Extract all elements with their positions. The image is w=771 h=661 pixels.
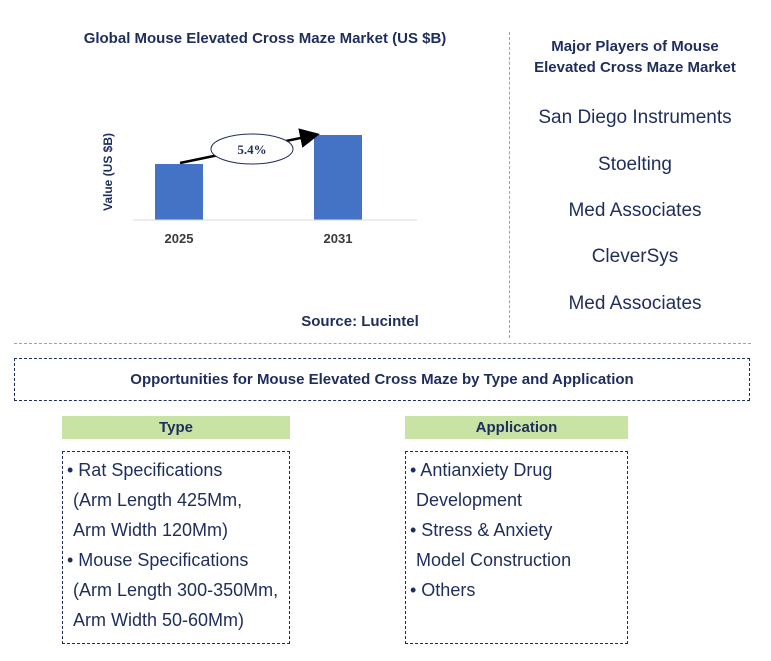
bar-chart: Value (US $B) 2025 2031 5.4% <box>101 128 417 246</box>
player-item: Med Associates <box>568 200 702 221</box>
bar-2025 <box>155 164 203 220</box>
list-item-line: Model Construction <box>416 550 572 570</box>
application-header: Application <box>405 416 628 439</box>
cagr-label: 5.4% <box>237 142 266 157</box>
vertical-divider <box>509 32 510 338</box>
list-item: • Stress & Anxiety Model Construction <box>410 515 623 575</box>
list-item: • Antianxiety Drug Development <box>410 455 623 515</box>
y-axis-label: Value (US $B) <box>101 133 115 211</box>
type-header: Type <box>62 416 290 439</box>
horizontal-divider <box>14 343 751 344</box>
list-item-line: • Others <box>410 580 476 600</box>
bar-2031 <box>314 135 362 220</box>
list-item-line: Arm Width 50-60Mm) <box>73 610 245 630</box>
list-item-line: Development <box>416 490 523 510</box>
cagr-bubble <box>210 133 294 165</box>
type-list: • Rat Specifications (Arm Length 425Mm, … <box>62 451 290 644</box>
list-item: • Others <box>410 575 623 605</box>
opportunities-title: Opportunities for Mouse Elevated Cross M… <box>14 358 750 401</box>
list-item-line: • Antianxiety Drug <box>410 460 553 480</box>
list-item: • Mouse Specifications (Arm Length 300-3… <box>67 545 285 635</box>
list-item: • Rat Specifications (Arm Length 425Mm, … <box>67 455 285 545</box>
list-item-line: • Mouse Specifications <box>67 550 249 570</box>
players-title-line-2: Elevated Cross Maze Market <box>534 59 736 76</box>
chart-source: Source: Lucintel <box>301 313 419 330</box>
list-item-line: (Arm Length 425Mm, <box>73 490 243 510</box>
application-list: • Antianxiety Drug Development • Stress … <box>405 451 628 644</box>
player-item: Med Associates <box>568 293 702 314</box>
player-item: San Diego Instruments <box>538 107 732 128</box>
players-title: Major Players of Mouse Elevated Cross Ma… <box>515 36 755 78</box>
x-tick-label: 2031 <box>324 231 353 246</box>
list-item-line: Arm Width 120Mm) <box>73 520 229 540</box>
player-item: Stoelting <box>598 154 672 175</box>
chart-title: Global Mouse Elevated Cross Maze Market … <box>83 30 447 47</box>
list-item-line: • Rat Specifications <box>67 460 223 480</box>
list-item-line: (Arm Length 300-350Mm, <box>73 580 279 600</box>
list-item-line: • Stress & Anxiety <box>410 520 553 540</box>
player-item: CleverSys <box>591 246 679 267</box>
x-tick-label: 2025 <box>165 231 194 246</box>
players-title-line-1: Major Players of Mouse <box>551 38 719 55</box>
